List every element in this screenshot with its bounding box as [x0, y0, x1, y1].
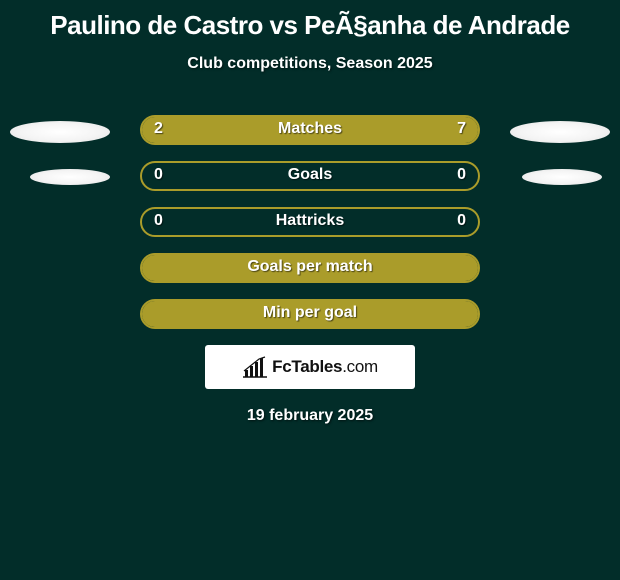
stat-row: Min per goal [0, 299, 620, 329]
stat-rows-container: 27Matches 00Goals 00Hattricks Goals per mat… [0, 115, 620, 329]
stat-label: Hattricks [140, 207, 480, 237]
stat-row: 00Hattricks [0, 207, 620, 237]
logo-part-c: .com [342, 357, 378, 376]
stat-row: Goals per match [0, 253, 620, 283]
date-label: 19 february 2025 [0, 407, 620, 425]
comparison-title: Paulino de Castro vs PeÃ§anha de Andrade [0, 0, 620, 41]
player-left-icon [10, 121, 110, 143]
logo-part-a: Fc [272, 357, 291, 376]
bar-chart-icon [242, 356, 268, 378]
player-right-icon [522, 169, 602, 185]
stat-label: Matches [140, 115, 480, 145]
stat-label: Goals per match [140, 253, 480, 283]
stat-row: 00Goals [0, 161, 620, 191]
player-left-icon [30, 169, 110, 185]
stat-label: Goals [140, 161, 480, 191]
stat-label: Min per goal [140, 299, 480, 329]
fctables-logo[interactable]: FcTables.com [205, 345, 415, 389]
comparison-subtitle: Club competitions, Season 2025 [0, 55, 620, 73]
logo-text: FcTables.com [272, 357, 378, 377]
player-right-icon [510, 121, 610, 143]
stat-row: 27Matches [0, 115, 620, 145]
logo-part-b: Tables [291, 357, 342, 376]
